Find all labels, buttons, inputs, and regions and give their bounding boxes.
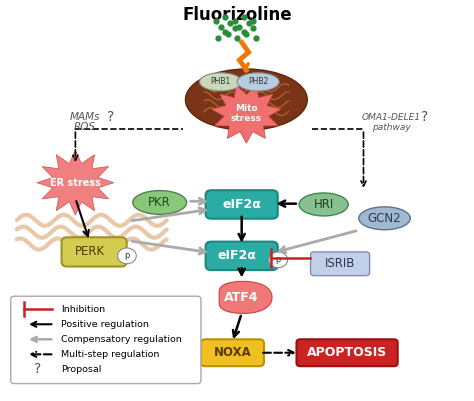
- Text: Positive regulation: Positive regulation: [61, 320, 149, 329]
- Text: Mito
stress: Mito stress: [231, 104, 262, 123]
- Text: eIF2α: eIF2α: [218, 249, 256, 262]
- Text: OMA1-DELE1: OMA1-DELE1: [362, 113, 421, 122]
- Text: Inhibition: Inhibition: [61, 305, 105, 314]
- Text: ISRIB: ISRIB: [325, 257, 355, 270]
- FancyBboxPatch shape: [201, 339, 264, 366]
- FancyBboxPatch shape: [206, 242, 278, 270]
- Text: NOXA: NOXA: [213, 346, 251, 359]
- FancyBboxPatch shape: [297, 339, 398, 366]
- Ellipse shape: [200, 73, 242, 91]
- Ellipse shape: [133, 190, 187, 215]
- Text: ?: ?: [421, 110, 428, 124]
- Text: APOPTOSIS: APOPTOSIS: [307, 346, 387, 359]
- Text: ROS: ROS: [74, 122, 96, 132]
- Text: PHB1: PHB1: [210, 77, 231, 86]
- Ellipse shape: [237, 73, 279, 91]
- Text: Fluorizoline: Fluorizoline: [182, 6, 292, 24]
- Text: GCN2: GCN2: [368, 212, 401, 225]
- FancyBboxPatch shape: [62, 237, 127, 267]
- Text: PKR: PKR: [148, 196, 171, 209]
- Polygon shape: [211, 85, 281, 143]
- Text: ER stress: ER stress: [50, 178, 101, 188]
- Text: HRI: HRI: [313, 198, 334, 211]
- Polygon shape: [219, 282, 272, 314]
- FancyBboxPatch shape: [310, 252, 370, 275]
- Text: Proposal: Proposal: [61, 365, 102, 374]
- FancyBboxPatch shape: [11, 296, 201, 384]
- Circle shape: [118, 248, 137, 264]
- Ellipse shape: [185, 69, 307, 130]
- Text: MAMs: MAMs: [70, 112, 100, 122]
- Text: ?: ?: [34, 363, 42, 377]
- Polygon shape: [37, 150, 114, 215]
- Text: ?: ?: [107, 110, 114, 124]
- Text: Compensatory regulation: Compensatory regulation: [61, 335, 182, 344]
- Text: PERK: PERK: [74, 245, 104, 258]
- Text: p: p: [275, 255, 281, 264]
- Text: PHB2: PHB2: [248, 77, 268, 86]
- Text: eIF2α: eIF2α: [222, 198, 261, 211]
- Text: p: p: [124, 251, 129, 260]
- Ellipse shape: [299, 193, 348, 216]
- Ellipse shape: [359, 207, 410, 230]
- Text: ATF4: ATF4: [224, 291, 259, 304]
- Text: Multi-step regulation: Multi-step regulation: [61, 350, 160, 359]
- Circle shape: [269, 252, 288, 268]
- Text: pathway: pathway: [372, 123, 411, 132]
- FancyBboxPatch shape: [206, 190, 278, 219]
